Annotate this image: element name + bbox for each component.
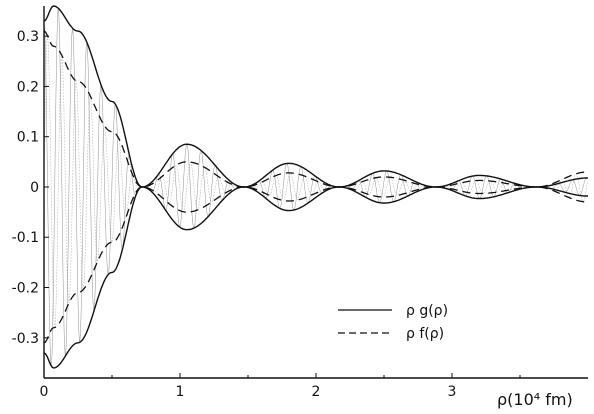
y-tick-label: 0.3 — [17, 29, 39, 45]
legend-label-dashed: ρ f(ρ) — [406, 326, 444, 342]
x-tick-label: 1 — [176, 384, 185, 400]
plot-axes — [43, 6, 588, 379]
series-2-lower-envelope — [43, 186, 589, 344]
series-1-lower-envelope — [43, 186, 588, 369]
series-2-upper-envelope — [43, 30, 588, 188]
y-tick-label: 0.1 — [17, 130, 39, 146]
y-tick-label: -0.3 — [12, 331, 39, 347]
legend-label-solid: ρ g(ρ) — [406, 303, 448, 319]
series-1-upper-envelope — [43, 5, 588, 188]
oscillation-solid — [43, 8, 588, 366]
legend: ρ g(ρ) ρ f(ρ) — [338, 303, 448, 342]
y-tick-label: 0 — [30, 180, 39, 196]
x-tick-label: 3 — [448, 384, 457, 400]
y-tick-label: -0.2 — [12, 281, 39, 297]
axis-ticks: 0.3 0.2 0.1 0 -0.1 -0.2 -0.3 0 1 2 3 — [12, 29, 521, 400]
y-tick-label: -0.1 — [12, 230, 39, 246]
oscillation-dotted — [43, 35, 588, 328]
x-tick-label: 2 — [312, 384, 321, 400]
envelope-curves — [43, 5, 589, 369]
y-tick-label: 0.2 — [17, 79, 39, 95]
oscillation-fill — [43, 8, 588, 366]
x-tick-label: 0 — [40, 384, 49, 400]
x-axis-label: ρ(10⁴ fm) — [497, 390, 573, 409]
